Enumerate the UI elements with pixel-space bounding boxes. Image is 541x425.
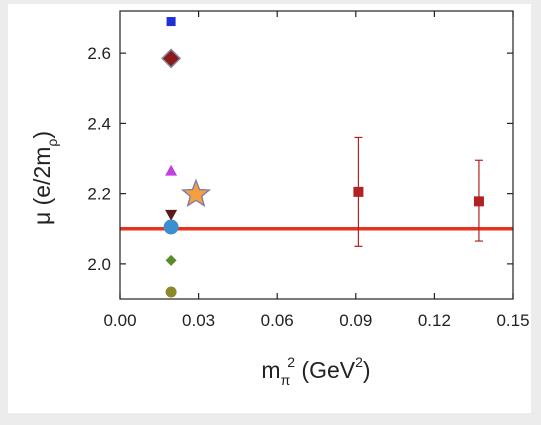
data-point-star bbox=[180, 178, 212, 208]
data-point-square bbox=[473, 196, 484, 207]
chart-frame bbox=[8, 4, 531, 413]
data-point-triangle-down bbox=[165, 209, 178, 221]
x-tick-label: 0.03 bbox=[182, 311, 215, 330]
x-tick-label: 0.15 bbox=[496, 311, 529, 330]
data-point-circle bbox=[165, 286, 177, 298]
data-point-square bbox=[353, 186, 364, 197]
y-axis-title: μ (e/2mρ) bbox=[29, 131, 60, 225]
data-point-square bbox=[166, 17, 176, 27]
y-tick-label: 2.4 bbox=[87, 114, 111, 133]
x-tick-label: 0.09 bbox=[339, 311, 372, 330]
x-tick-label: 0.12 bbox=[418, 311, 451, 330]
data-point-triangle-up bbox=[165, 164, 178, 176]
x-tick-label: 0.06 bbox=[261, 311, 294, 330]
x-axis-title: mπ2 (GeV2) bbox=[261, 354, 370, 388]
y-tick-label: 2.0 bbox=[87, 255, 111, 274]
data-point-circle bbox=[163, 219, 179, 235]
y-tick-label: 2.6 bbox=[87, 44, 111, 63]
y-tick-label: 2.2 bbox=[87, 185, 111, 204]
data-point-diamond bbox=[161, 48, 182, 69]
data-point-diamond bbox=[165, 254, 177, 266]
x-tick-label: 0.00 bbox=[103, 311, 136, 330]
plot-area-border bbox=[119, 10, 514, 300]
